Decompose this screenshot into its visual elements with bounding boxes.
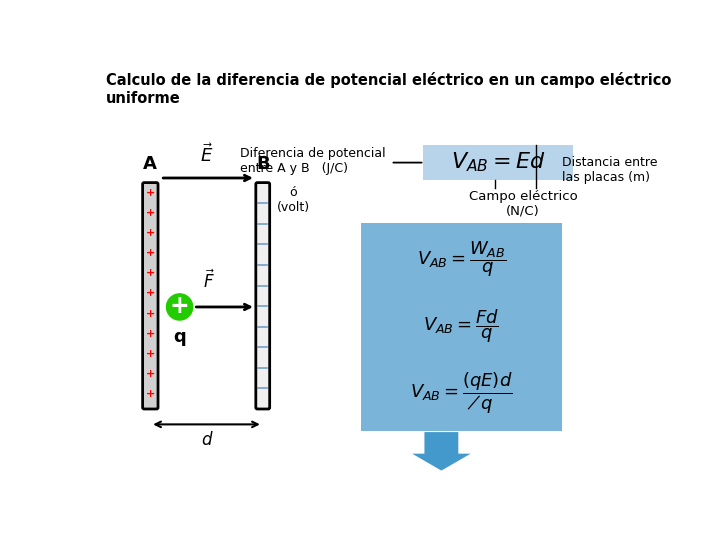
FancyBboxPatch shape bbox=[256, 183, 270, 409]
Text: A: A bbox=[143, 154, 157, 173]
Text: Calculo de la diferencia de potencial eléctrico en un campo eléctrico
uniforme: Calculo de la diferencia de potencial el… bbox=[106, 72, 671, 106]
Text: +: + bbox=[145, 228, 155, 239]
Text: Campo eléctrico
(N/C): Campo eléctrico (N/C) bbox=[469, 190, 577, 218]
FancyBboxPatch shape bbox=[423, 145, 573, 180]
Polygon shape bbox=[412, 432, 471, 470]
Text: +: + bbox=[145, 208, 155, 218]
Text: +: + bbox=[170, 294, 189, 318]
Text: $V_{AB} = \dfrac{W_{AB}}{q}$: $V_{AB} = \dfrac{W_{AB}}{q}$ bbox=[417, 240, 506, 279]
Text: +: + bbox=[145, 348, 155, 359]
FancyBboxPatch shape bbox=[361, 222, 562, 430]
Text: +: + bbox=[145, 248, 155, 259]
FancyBboxPatch shape bbox=[143, 183, 158, 409]
Text: $\vec{E}$: $\vec{E}$ bbox=[200, 143, 214, 166]
Text: $V_{AB} = \dfrac{Fd}{q}$: $V_{AB} = \dfrac{Fd}{q}$ bbox=[423, 308, 500, 346]
Text: $V_{AB} = \dfrac{(qE)d}{\not{q}}$: $V_{AB} = \dfrac{(qE)d}{\not{q}}$ bbox=[410, 371, 513, 416]
Circle shape bbox=[166, 294, 193, 320]
Text: +: + bbox=[145, 369, 155, 379]
Text: Distancia entre
las placas (m): Distancia entre las placas (m) bbox=[562, 156, 657, 184]
Text: d: d bbox=[202, 430, 212, 449]
Text: Diferencia de potencial
entre A y B   (J/C): Diferencia de potencial entre A y B (J/C… bbox=[240, 147, 385, 175]
Text: $\vec{F}$: $\vec{F}$ bbox=[203, 269, 215, 292]
Text: ó
(volt): ó (volt) bbox=[277, 186, 310, 214]
Text: +: + bbox=[145, 268, 155, 279]
Text: +: + bbox=[145, 188, 155, 198]
Text: +: + bbox=[145, 288, 155, 299]
Text: +: + bbox=[145, 328, 155, 339]
Text: +: + bbox=[145, 389, 155, 399]
Text: B: B bbox=[256, 154, 269, 173]
Text: q: q bbox=[174, 328, 186, 346]
Text: $V_{AB} = Ed$: $V_{AB} = Ed$ bbox=[451, 151, 545, 174]
Text: +: + bbox=[145, 308, 155, 319]
